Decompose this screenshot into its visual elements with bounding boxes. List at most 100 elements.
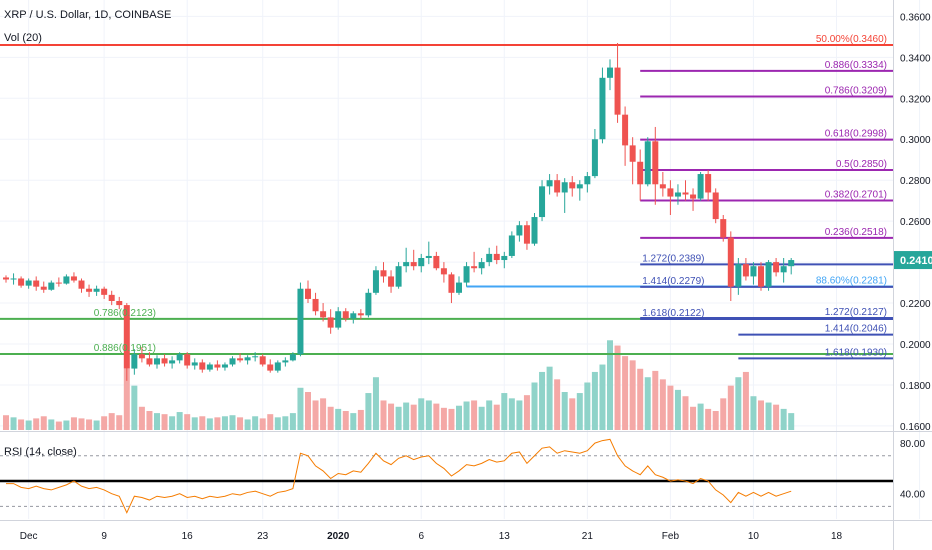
fib-label: 1.414(0.2279) <box>642 276 704 287</box>
candle-body <box>312 298 319 312</box>
candle <box>86 284 93 297</box>
candle <box>591 129 598 179</box>
candle <box>320 303 327 322</box>
volume-bar <box>433 403 440 430</box>
candle <box>456 276 462 295</box>
candle <box>365 288 372 318</box>
candle <box>138 347 145 363</box>
candle <box>40 281 47 293</box>
volume-bar <box>289 413 296 430</box>
candle <box>93 285 100 296</box>
candle-body <box>221 364 228 368</box>
candle <box>229 356 236 367</box>
volume-bar <box>614 345 621 430</box>
candle-body <box>773 262 780 273</box>
volume-bar <box>40 416 47 430</box>
candle-body <box>357 313 364 316</box>
candle <box>516 221 523 242</box>
candle <box>176 352 183 364</box>
price-axis: 0.3600 0.3400 0.3200 0.3000 0.2800 0.2600 0.24… <box>894 12 932 433</box>
volume-bar <box>523 395 530 430</box>
fib-label: 0.618(0.2998) <box>825 129 887 140</box>
rsi-label: RSI (14, close) <box>4 446 77 458</box>
candle-body <box>388 276 395 287</box>
candle-body <box>395 266 402 287</box>
candle <box>274 360 281 373</box>
candle <box>357 309 364 320</box>
candle <box>720 215 727 242</box>
candle <box>486 247 493 267</box>
candle-body <box>138 354 145 359</box>
candle <box>191 358 198 370</box>
candle-body <box>63 276 70 284</box>
candle <box>214 360 221 371</box>
candle <box>682 180 689 201</box>
volume-bar <box>161 414 168 430</box>
fib-label: 0.786(0.3209) <box>825 85 887 96</box>
candle <box>350 311 357 324</box>
candle-body <box>425 255 432 258</box>
volume-bar <box>644 377 651 430</box>
candle <box>508 231 515 258</box>
volume-bar <box>206 418 213 430</box>
candle-body <box>682 192 689 195</box>
volume-bar <box>561 392 568 430</box>
volume-bar <box>70 417 77 430</box>
candle <box>33 276 40 291</box>
time-tick-label: 21 <box>582 531 594 542</box>
candle-body <box>146 358 153 365</box>
candle <box>101 286 108 299</box>
volume-bar <box>659 379 666 430</box>
candle <box>403 247 410 273</box>
volume-bar <box>380 400 387 430</box>
volume-bar <box>425 400 432 430</box>
volume-bar <box>629 360 636 430</box>
volume-bar <box>652 370 659 430</box>
volume-bar <box>93 420 100 430</box>
candle-body <box>48 282 55 290</box>
fib-label: 50.00%(0.3460) <box>816 34 887 45</box>
candle <box>637 149 644 201</box>
volume-bar <box>18 419 25 430</box>
candle-body <box>327 317 334 328</box>
candle <box>395 262 402 289</box>
volume-bar <box>599 364 606 430</box>
volume-bar <box>297 387 304 430</box>
candle-body <box>697 174 704 199</box>
price-tick-label: 0.3000 <box>900 135 931 146</box>
time-tick-label: 23 <box>257 531 269 542</box>
candle-body <box>305 288 311 299</box>
volume-bar <box>229 415 236 430</box>
candle-body <box>561 182 568 193</box>
candle-body <box>191 362 198 366</box>
candle-body <box>206 364 213 370</box>
volume-bar <box>705 408 712 430</box>
time-tick-label: 10 <box>748 531 760 542</box>
candle-body <box>116 301 123 306</box>
volume-bar <box>221 416 228 430</box>
candle-body <box>335 311 342 328</box>
candle-body <box>622 114 629 146</box>
candle-body <box>123 305 130 369</box>
candle <box>3 275 9 283</box>
candle <box>184 352 191 369</box>
candle <box>463 262 470 287</box>
volume-bar <box>667 385 674 430</box>
volume-bar <box>554 379 561 430</box>
price-tick-label: 0.1800 <box>900 381 931 392</box>
candle-body <box>523 225 530 244</box>
candle-body <box>758 266 764 287</box>
candle <box>48 280 55 291</box>
candle <box>244 355 251 365</box>
volume-bar <box>395 406 402 430</box>
candle-body <box>493 253 500 261</box>
volume-bar <box>25 420 32 430</box>
candle-body <box>433 255 440 269</box>
candle <box>629 137 636 185</box>
candle-body <box>169 360 176 364</box>
volume-bar <box>750 396 757 430</box>
volume-bar <box>342 411 349 430</box>
candle-body <box>18 278 25 286</box>
fib-label: 88.60%(0.2281) <box>816 275 887 286</box>
